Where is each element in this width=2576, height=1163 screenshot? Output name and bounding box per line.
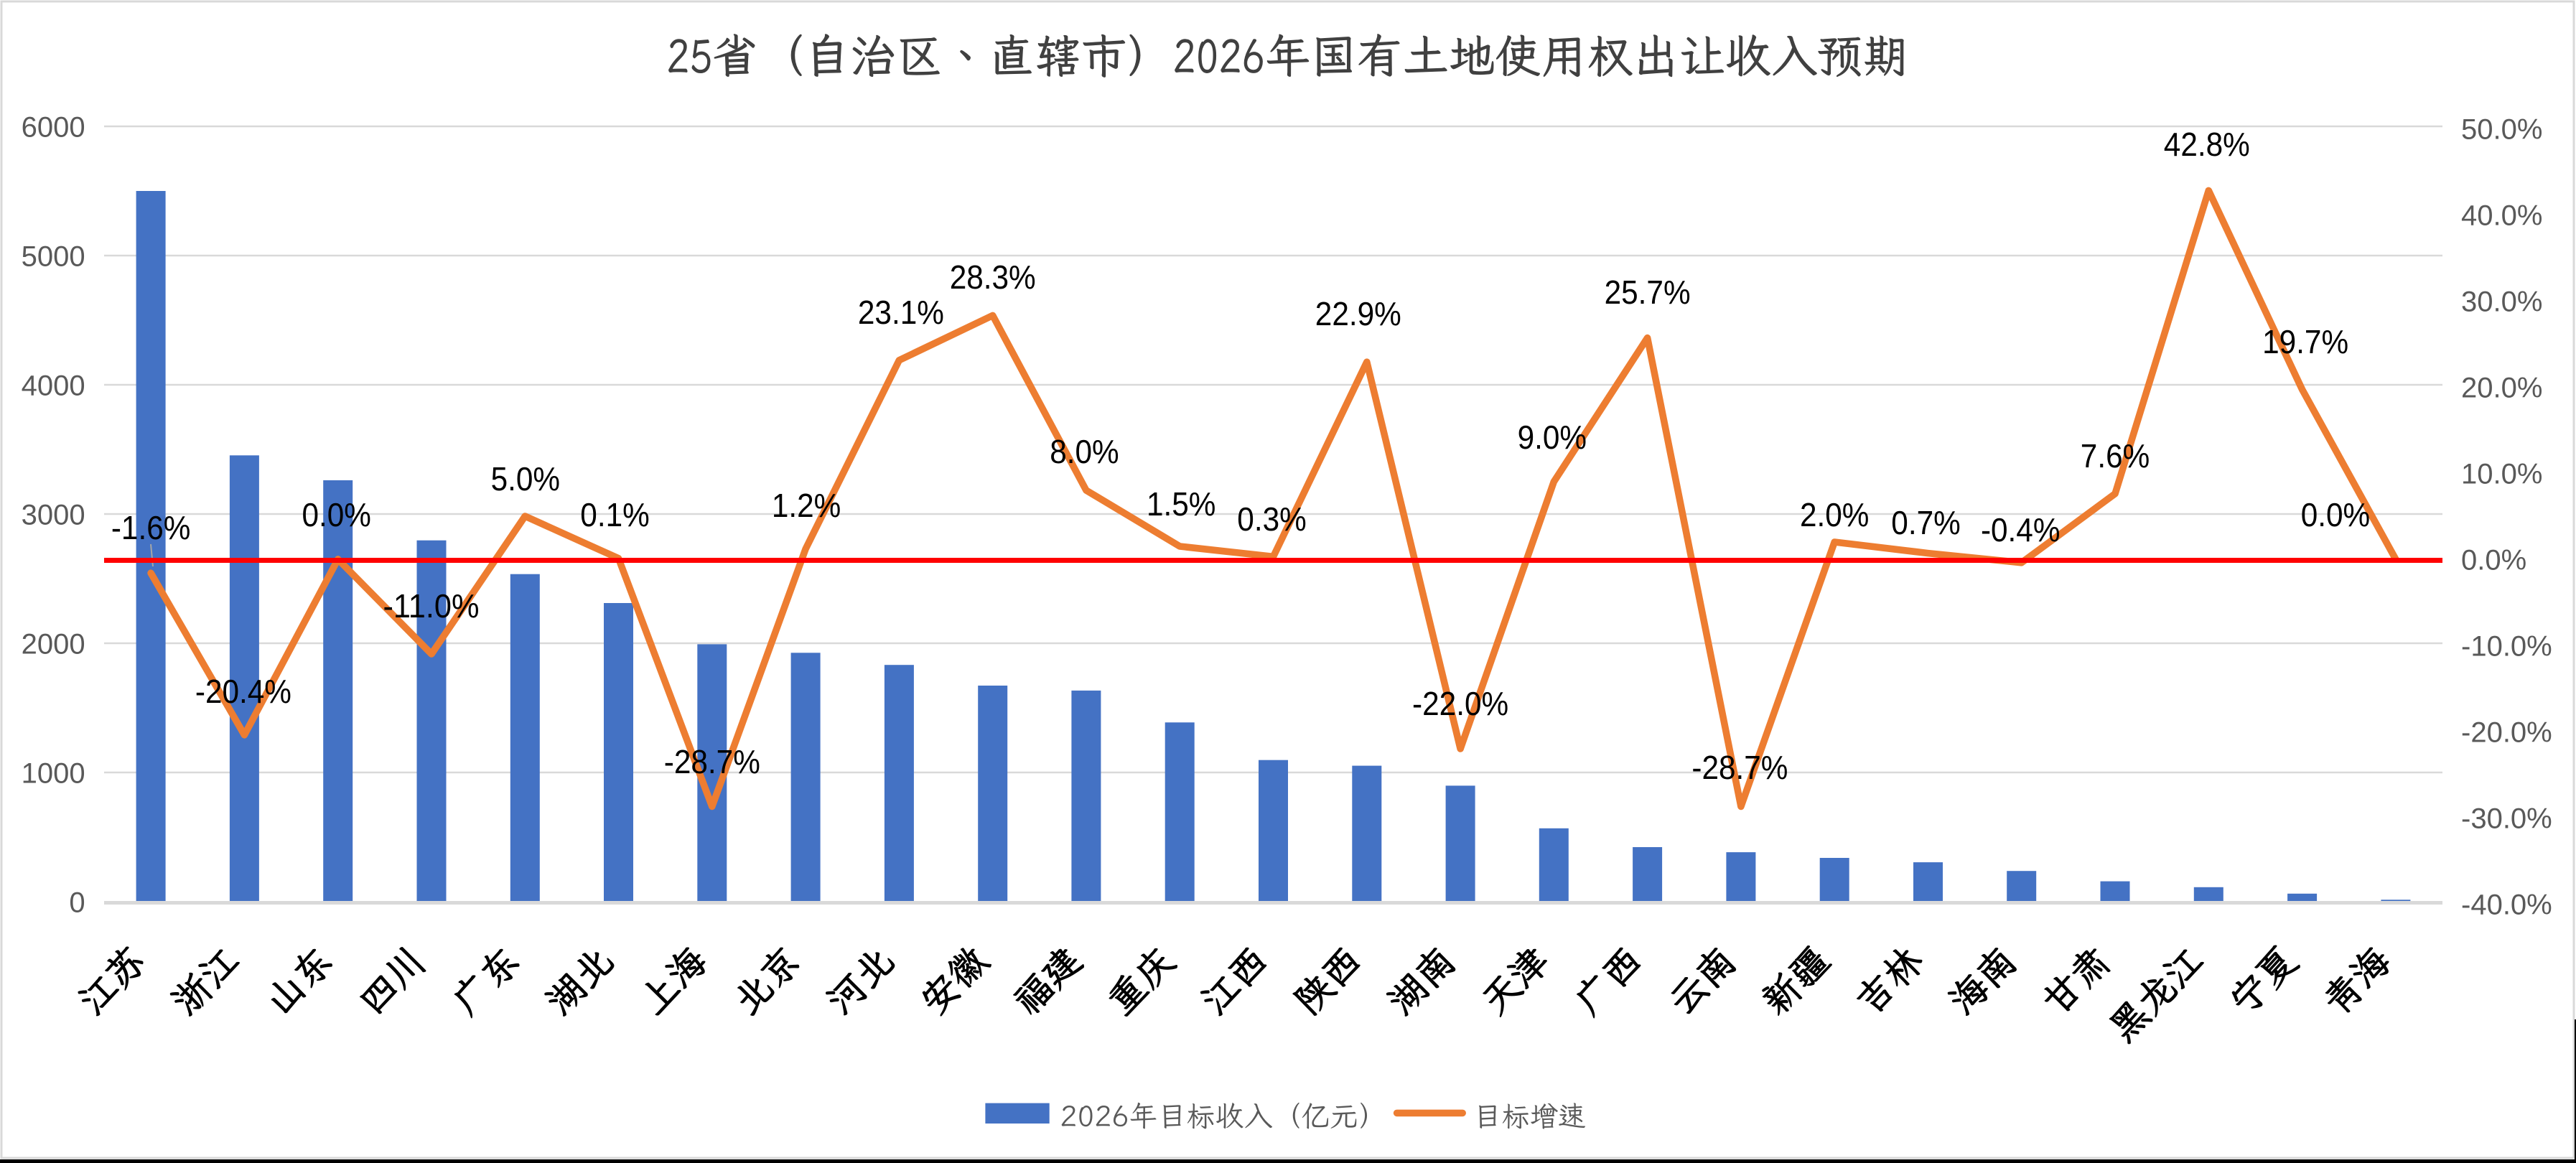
- svg-text:-28.7%: -28.7%: [664, 743, 760, 780]
- svg-text:1000: 1000: [22, 757, 85, 789]
- svg-text:0.3%: 0.3%: [1237, 500, 1306, 538]
- svg-text:22.9%: 22.9%: [1315, 295, 1401, 332]
- svg-text:5.0%: 5.0%: [491, 460, 560, 498]
- svg-text:50.0%: 50.0%: [2461, 113, 2542, 145]
- svg-text:-20.0%: -20.0%: [2461, 716, 2552, 748]
- svg-text:-20.4%: -20.4%: [195, 673, 291, 710]
- svg-text:1.2%: 1.2%: [772, 487, 841, 524]
- svg-text:4000: 4000: [22, 370, 85, 401]
- svg-text:0.0%: 0.0%: [2461, 544, 2526, 576]
- svg-text:19.7%: 19.7%: [2262, 323, 2348, 360]
- svg-text:-30.0%: -30.0%: [2461, 803, 2552, 834]
- svg-text:-1.6%: -1.6%: [111, 509, 191, 546]
- svg-text:0.0%: 0.0%: [302, 496, 371, 533]
- svg-text:-10.0%: -10.0%: [2461, 630, 2552, 662]
- svg-text:8.0%: 8.0%: [1050, 433, 1119, 470]
- svg-text:42.8%: 42.8%: [2164, 126, 2250, 163]
- svg-text:0.1%: 0.1%: [580, 496, 649, 533]
- svg-text:2000: 2000: [22, 628, 85, 660]
- svg-text:1.5%: 1.5%: [1147, 485, 1215, 523]
- svg-text:6000: 6000: [22, 111, 85, 143]
- svg-text:0: 0: [69, 887, 85, 918]
- svg-text:0.0%: 0.0%: [2301, 496, 2370, 533]
- svg-text:20.0%: 20.0%: [2461, 372, 2542, 403]
- svg-text:28.3%: 28.3%: [950, 258, 1036, 296]
- svg-text:3000: 3000: [22, 499, 85, 531]
- svg-text:30.0%: 30.0%: [2461, 286, 2542, 317]
- svg-text:7.6%: 7.6%: [2081, 437, 2150, 475]
- svg-text:-0.4%: -0.4%: [1981, 511, 2061, 548]
- svg-text:-11.0%: -11.0%: [383, 587, 479, 625]
- svg-text:9.0%: 9.0%: [1518, 419, 1587, 456]
- svg-text:0.7%: 0.7%: [1891, 504, 1960, 541]
- svg-text:2.0%: 2.0%: [1800, 496, 1869, 533]
- svg-text:-28.7%: -28.7%: [1691, 749, 1788, 786]
- svg-text:40.0%: 40.0%: [2461, 200, 2542, 231]
- svg-text:-22.0%: -22.0%: [1412, 685, 1508, 722]
- svg-text:25.7%: 25.7%: [1605, 274, 1691, 311]
- svg-text:-40.0%: -40.0%: [2461, 889, 2552, 920]
- svg-text:10.0%: 10.0%: [2461, 458, 2542, 490]
- svg-text:5000: 5000: [22, 240, 85, 272]
- svg-text:23.1%: 23.1%: [858, 294, 944, 331]
